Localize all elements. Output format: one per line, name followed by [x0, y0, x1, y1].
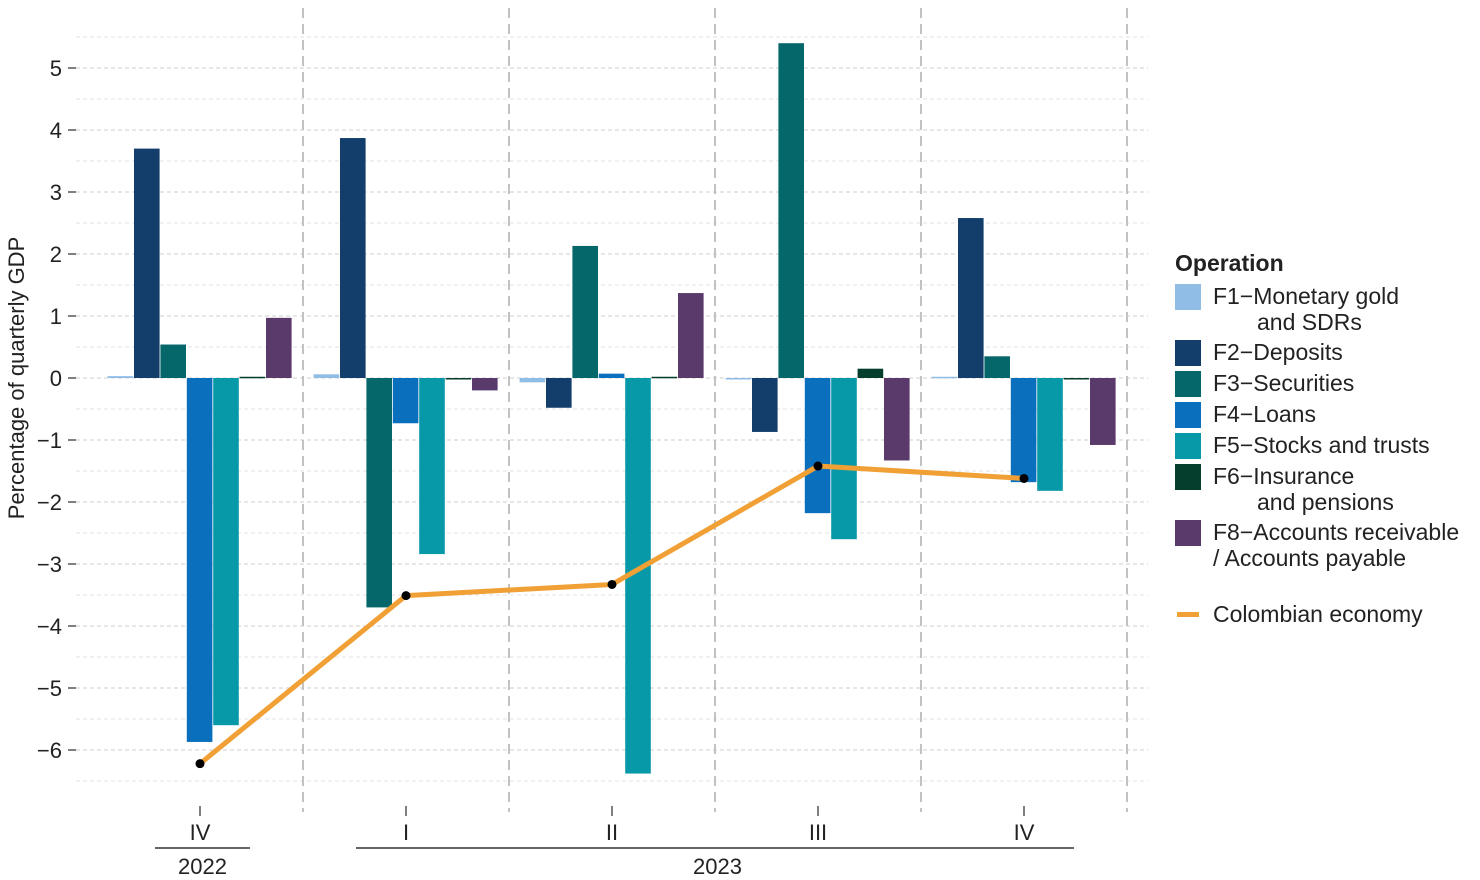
bar-f5-2: [419, 378, 445, 555]
bar-f1-4: [725, 378, 752, 380]
bar-f4-5: [1010, 378, 1037, 483]
legend-item-f5: F5−Stocks and trusts: [1175, 432, 1480, 459]
x-tick-label: IV: [1014, 820, 1035, 845]
legend-swatch: [1175, 371, 1201, 397]
y-tick-label: −1: [37, 428, 62, 453]
bar-f8-2: [472, 378, 498, 391]
y-tick-label: −4: [37, 614, 62, 639]
legend-item-f3: F3−Securities: [1175, 370, 1480, 397]
bar-f2-2: [340, 138, 366, 378]
legend-swatch: [1175, 464, 1201, 490]
legend-item-colombian-economy: Colombian economy: [1175, 601, 1480, 627]
legend-label: Colombian economy: [1213, 601, 1423, 627]
x-tick-label: I: [403, 820, 409, 845]
bar-f6-1: [239, 376, 266, 379]
bar-f3-2: [366, 378, 392, 608]
line-point-2: [401, 591, 411, 601]
bar-f3-3: [572, 245, 598, 378]
bar-f2-4: [752, 378, 778, 432]
bar-f3-5: [984, 356, 1010, 378]
bar-f8-4: [884, 378, 910, 461]
bar-f5-4: [831, 378, 857, 540]
grid-lines: [76, 36, 1148, 782]
bar-f8-1: [266, 317, 292, 378]
bar-f2-1: [134, 148, 160, 378]
y-tick-label: 4: [50, 118, 62, 143]
legend-swatch: [1175, 340, 1201, 366]
bar-f6-5: [1063, 378, 1090, 380]
legend-item-f2: F2−Deposits: [1175, 339, 1480, 366]
legend-label: F3−Securities: [1213, 370, 1355, 396]
bar-f1-1: [107, 376, 134, 378]
legend-item-f1: F1−Monetary gold and SDRs: [1175, 283, 1480, 335]
legend-label: F5−Stocks and trusts: [1213, 432, 1430, 458]
y-tick-label: 2: [50, 242, 62, 267]
y-tick-label: 1: [50, 304, 62, 329]
bar-f8-3: [678, 293, 704, 378]
legend-items: F1−Monetary gold and SDRs F2−Deposits F3−Se…: [1175, 283, 1480, 627]
y-tick-label: 3: [50, 180, 62, 205]
bar-f6-3: [651, 376, 678, 379]
bar-f3-1: [160, 344, 186, 378]
x-tick-label: II: [606, 820, 618, 845]
y-axis-ticks: −6 −5 −4 −3 −2 −1 0 1 2 3 4 5: [37, 56, 76, 763]
x-tick-label: III: [809, 820, 827, 845]
y-tick-label: −6: [37, 738, 62, 763]
line-point-3: [607, 579, 617, 589]
legend-swatch: [1175, 520, 1201, 546]
y-tick-label: −2: [37, 490, 62, 515]
bar-f4-2: [392, 378, 419, 424]
y-tick-label: 5: [50, 56, 62, 81]
y-tick-label: −5: [37, 676, 62, 701]
legend-label: F2−Deposits: [1213, 339, 1343, 365]
bar-f6-4: [857, 368, 884, 378]
legend-label: F6−Insurance and pensions: [1213, 463, 1394, 515]
year-label: 2022: [178, 854, 227, 879]
legend-item-f6: F6−Insurance and pensions: [1175, 463, 1480, 515]
y-tick-label: 0: [50, 366, 62, 391]
quarter-separators: [302, 8, 1128, 812]
bars: [107, 43, 1116, 774]
line-point-5: [1019, 473, 1029, 483]
bar-f5-1: [213, 378, 239, 726]
bar-f1-5: [931, 376, 958, 379]
legend-title: Operation: [1175, 250, 1284, 276]
line-point-1: [195, 759, 205, 769]
legend-swatch: [1175, 284, 1201, 310]
legend-swatch: [1175, 433, 1201, 459]
legend-label: F4−Loans: [1213, 401, 1316, 427]
bar-f1-2: [313, 374, 340, 378]
bar-f2-3: [546, 378, 572, 408]
bar-f4-4: [804, 378, 831, 514]
legend-item-f8: F8−Accounts receivable / Accounts payable: [1175, 519, 1480, 571]
bar-f4-3: [598, 373, 625, 378]
bar-f2-5: [958, 218, 984, 378]
legend-swatch: [1175, 402, 1201, 428]
legend-line-swatch: [1175, 601, 1201, 627]
year-label: 2023: [693, 854, 742, 879]
bar-f3-4: [778, 43, 804, 378]
line-point-4: [813, 461, 823, 471]
colombian-economy-line: [195, 461, 1029, 769]
legend-item-f4: F4−Loans: [1175, 401, 1480, 428]
bar-f4-1: [186, 378, 213, 742]
bar-f8-5: [1090, 378, 1116, 445]
legend: Operation F1−Monetary gold and SDRs F2−Dep…: [1175, 250, 1480, 631]
y-tick-label: −3: [37, 552, 62, 577]
legend-label: F8−Accounts receivable / Accounts payable: [1213, 519, 1460, 571]
y-axis-label: Percentage of quarterly GDP: [4, 237, 29, 519]
x-tick-label: IV: [190, 820, 211, 845]
bar-f1-3: [519, 378, 546, 383]
bar-f5-5: [1037, 378, 1063, 491]
legend-label: F1−Monetary gold and SDRs: [1213, 283, 1400, 335]
bar-f6-2: [445, 378, 472, 380]
